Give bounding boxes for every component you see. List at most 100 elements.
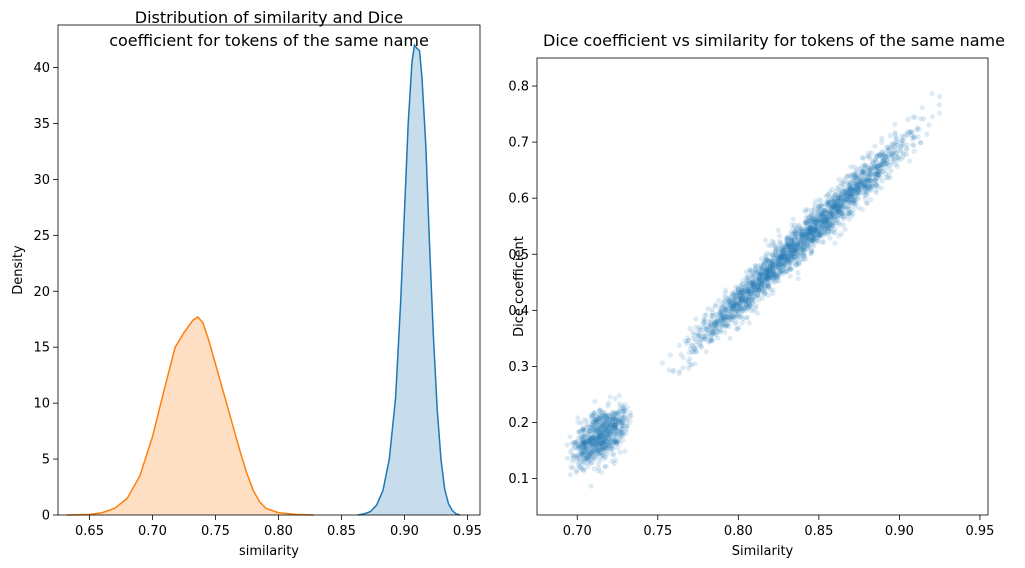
scatter-point	[746, 304, 752, 311]
scatter-point	[758, 277, 764, 283]
scatter-point	[607, 439, 613, 445]
scatter-point	[628, 413, 634, 419]
scatter-point	[863, 191, 869, 197]
scatter-point	[784, 243, 790, 249]
scatter-point	[903, 146, 909, 152]
scatter-point	[833, 220, 840, 226]
scatter-point	[782, 244, 788, 250]
scatter-point	[757, 274, 763, 280]
scatter-point	[777, 260, 784, 266]
scatter-point	[587, 436, 593, 442]
scatter-point	[808, 212, 814, 218]
scatter-point	[738, 306, 744, 312]
scatter-point	[587, 436, 594, 443]
y-tick-label: 25	[33, 229, 50, 244]
scatter-point	[885, 147, 892, 153]
scatter-point	[600, 442, 607, 448]
scatter-point	[703, 312, 709, 318]
scatter-point	[827, 222, 833, 228]
scatter-point	[844, 191, 851, 197]
scatter-point	[577, 464, 583, 470]
scatter-point	[590, 443, 596, 449]
scatter-point	[580, 426, 587, 432]
scatter-point	[865, 175, 872, 181]
scatter-point	[600, 437, 607, 444]
scatter-point	[895, 139, 901, 145]
scatter-point	[838, 194, 844, 200]
scatter-point	[600, 440, 606, 446]
scatter-point	[842, 197, 848, 203]
scatter-point	[771, 269, 777, 275]
scatter-point	[863, 177, 870, 183]
scatter-point	[819, 213, 826, 219]
scatter-point	[703, 334, 709, 340]
scatter-point	[817, 204, 823, 210]
scatter-point	[859, 169, 865, 176]
scatter-point	[600, 423, 606, 429]
scatter-point	[617, 429, 623, 435]
scatter-point	[854, 185, 861, 191]
scatter-point	[622, 412, 628, 418]
scatter-point	[582, 441, 588, 447]
scatter-point	[860, 176, 866, 182]
scatter-point	[785, 256, 791, 262]
scatter-point	[784, 258, 790, 264]
scatter-point	[770, 258, 776, 264]
scatter-point	[770, 266, 776, 272]
scatter-point	[762, 291, 768, 297]
scatter-point	[752, 263, 758, 269]
scatter-point	[826, 202, 832, 208]
scatter-point	[811, 243, 817, 249]
scatter-point	[914, 125, 921, 131]
scatter-point	[767, 263, 773, 269]
scatter-point	[859, 186, 865, 192]
scatter-point	[781, 251, 787, 257]
scatter-point	[736, 313, 742, 319]
scatter-point	[721, 318, 727, 324]
scatter-point	[813, 238, 819, 244]
scatter-point	[787, 249, 793, 255]
scatter-point	[865, 181, 871, 188]
scatter-point	[596, 443, 603, 449]
scatter-point	[624, 426, 630, 432]
scatter-point	[599, 450, 605, 456]
scatter-point	[670, 369, 676, 375]
scatter-point	[844, 196, 850, 202]
scatter-point	[785, 235, 791, 241]
scatter-point	[915, 134, 921, 140]
scatter-point	[882, 154, 888, 160]
scatter-point	[602, 413, 608, 419]
scatter-point	[712, 303, 719, 309]
scatter-point	[756, 288, 762, 294]
scatter-point	[609, 423, 615, 430]
scatter-point	[827, 189, 833, 195]
scatter-point	[601, 446, 607, 452]
scatter-point	[872, 157, 879, 163]
scatter-point	[751, 282, 757, 288]
scatter-point	[722, 290, 729, 296]
scatter-point	[749, 280, 756, 286]
scatter-point	[586, 429, 592, 435]
scatter-point	[789, 247, 795, 253]
scatter-point	[813, 223, 819, 229]
scatter-point	[591, 466, 597, 472]
scatter-point	[720, 300, 727, 306]
scatter-point	[617, 449, 623, 455]
scatter-point	[601, 437, 608, 443]
scatter-point	[807, 227, 813, 233]
scatter-point	[731, 302, 737, 308]
scatter-point	[612, 418, 618, 424]
scatter-point	[585, 452, 591, 459]
scatter-point	[851, 198, 857, 204]
scatter-point	[838, 210, 845, 216]
scatter-point	[578, 441, 584, 447]
scatter-point	[762, 289, 769, 295]
scatter-point	[618, 429, 624, 435]
scatter-point	[608, 442, 614, 448]
scatter-point	[810, 216, 817, 222]
scatter-point	[757, 284, 763, 290]
scatter-point	[788, 266, 794, 272]
scatter-point	[786, 257, 792, 263]
scatter-point	[596, 432, 602, 439]
scatter-point	[901, 141, 907, 147]
